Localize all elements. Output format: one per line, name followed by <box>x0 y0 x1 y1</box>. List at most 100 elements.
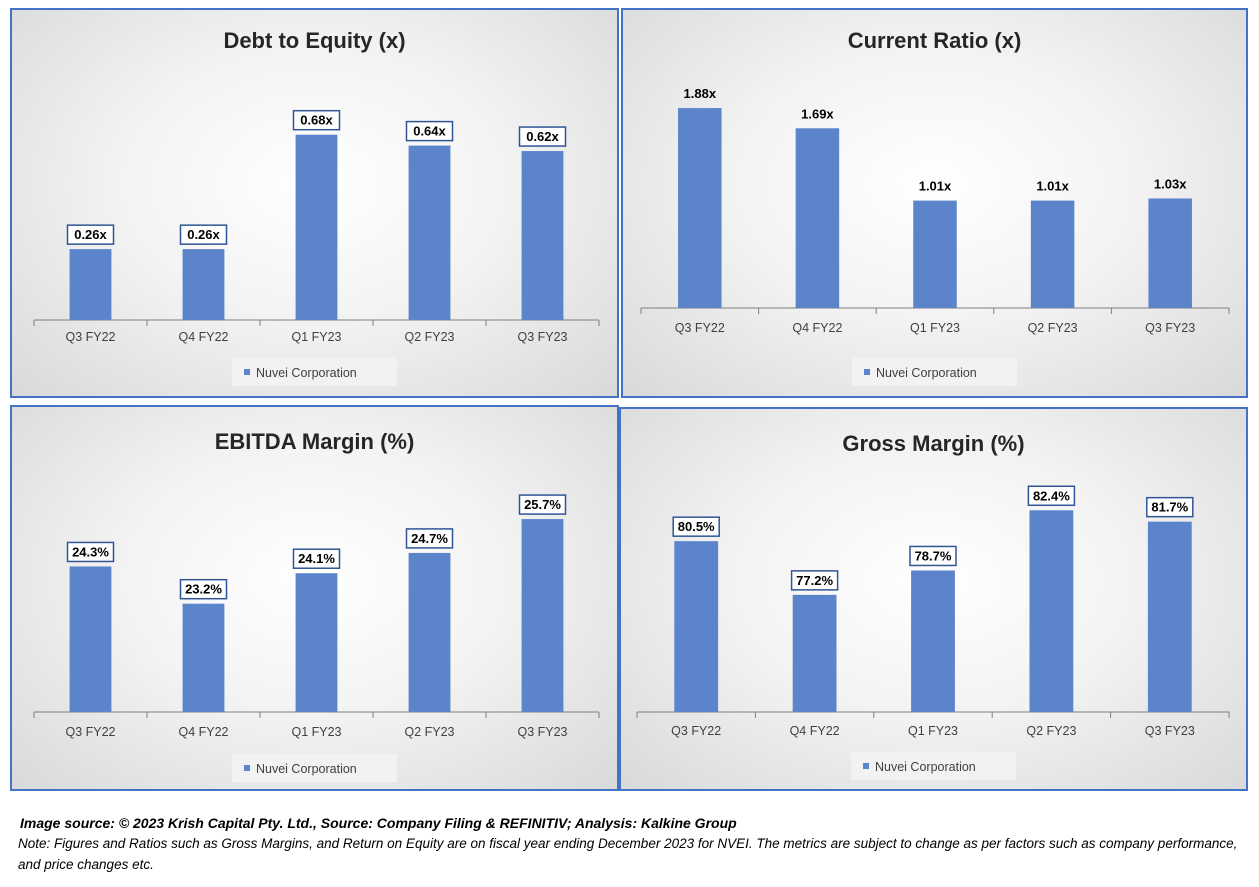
chart-title: EBITDA Margin (%) <box>215 429 415 454</box>
legend-swatch <box>863 763 869 769</box>
data-label: 1.69x <box>801 106 834 121</box>
data-label: 0.62x <box>526 129 559 144</box>
x-tick-label: Q3 FY22 <box>671 724 721 738</box>
bar-q4-fy22 <box>182 603 225 712</box>
data-label-box <box>405 120 454 142</box>
bar-q3-fy23 <box>1148 198 1192 308</box>
x-tick-label: Q3 FY23 <box>1145 724 1195 738</box>
data-label: 25.7% <box>524 497 561 512</box>
debt-to-equity-chart-panel: Debt to Equity (x) 0.26x Q3 FY22 0.26x Q4 FY… <box>10 8 619 398</box>
x-tick-label: Q3 FY23 <box>517 725 567 739</box>
x-tick-label: Q2 FY23 <box>404 330 454 344</box>
bar-q4-fy22 <box>795 128 840 308</box>
x-tick-label: Q2 FY23 <box>404 725 454 739</box>
x-tick-label: Q3 FY22 <box>65 330 115 344</box>
data-label-box <box>179 224 228 245</box>
data-label-box <box>66 541 115 563</box>
image-source-text: Image source: © 2023 Krish Capital Pty. … <box>20 815 737 831</box>
data-label-box <box>405 528 454 549</box>
legend <box>232 358 397 386</box>
x-tick-label: Q4 FY22 <box>790 724 840 738</box>
data-label: 1.01x <box>1036 179 1069 194</box>
footnote-text: Note: Figures and Ratios such as Gross M… <box>18 836 1238 872</box>
data-label-box <box>518 126 567 147</box>
legend <box>852 358 1017 386</box>
x-tick-label: Q1 FY23 <box>291 330 341 344</box>
bar-q2-fy23 <box>1029 510 1074 712</box>
bar-q3-fy22 <box>674 541 719 712</box>
bar-q1-fy23 <box>911 570 955 712</box>
legend-label: Nuvei Corporation <box>256 366 357 380</box>
chart-title: Debt to Equity (x) <box>223 28 405 53</box>
data-label-box <box>66 224 115 245</box>
bar-q3-fy22 <box>678 108 722 308</box>
gross-margin-chart-panel: Gross Margin (%) 80.5% Q3 FY22 77.2% Q4 FY22… <box>619 407 1248 791</box>
gross-margin-chart: Gross Margin (%) 80.5% Q3 FY22 77.2% Q4 FY22… <box>636 431 1230 780</box>
x-tick-label: Q2 FY23 <box>1026 724 1076 738</box>
x-tick-label: Q3 FY22 <box>675 321 725 335</box>
data-label: 80.5% <box>678 519 715 534</box>
data-label: 0.64x <box>413 124 446 139</box>
data-label: 0.26x <box>74 227 107 242</box>
data-label-box <box>179 578 228 600</box>
x-tick-label: Q3 FY23 <box>1145 321 1195 335</box>
data-label: 0.26x <box>187 227 220 242</box>
data-label-box <box>292 109 341 131</box>
chart-title: Gross Margin (%) <box>842 431 1024 456</box>
x-tick-label: Q4 FY22 <box>178 725 228 739</box>
x-tick-label: Q2 FY23 <box>1028 321 1078 335</box>
legend-swatch <box>244 765 250 771</box>
footer: Image source: © 2023 Krish Capital Pty. … <box>18 813 1248 875</box>
x-tick-label: Q4 FY22 <box>792 321 842 335</box>
bar-q1-fy23 <box>295 134 338 320</box>
bar-q3-fy22 <box>69 249 112 320</box>
bar-q2-fy23 <box>408 145 451 320</box>
data-label: 81.7% <box>1151 500 1188 515</box>
bar-q2-fy23 <box>408 552 451 712</box>
bar-q3-fy23 <box>1147 521 1192 712</box>
data-label: 24.1% <box>298 551 335 566</box>
legend-label: Nuvei Corporation <box>876 366 977 380</box>
data-label-box <box>292 548 341 569</box>
data-label: 23.2% <box>185 582 222 597</box>
legend <box>851 752 1016 780</box>
data-label-box <box>790 570 839 591</box>
x-tick-label: Q1 FY23 <box>291 725 341 739</box>
chart-title: Current Ratio (x) <box>848 28 1022 53</box>
data-label: 24.3% <box>72 544 109 559</box>
data-label: 1.03x <box>1154 176 1187 191</box>
data-label: 24.7% <box>411 531 448 546</box>
data-label-box <box>1146 496 1194 518</box>
data-label-box <box>672 516 720 537</box>
data-label-box <box>909 545 957 567</box>
data-label: 82.4% <box>1033 488 1070 503</box>
bar-q2-fy23 <box>1030 200 1075 308</box>
data-label: 78.7% <box>915 548 952 563</box>
bar-q3-fy22 <box>69 566 112 712</box>
x-tick-label: Q3 FY22 <box>65 725 115 739</box>
data-label: 1.88x <box>684 86 717 101</box>
bar-q1-fy23 <box>295 573 338 712</box>
bar-q3-fy23 <box>521 151 564 320</box>
current-ratio-chart: Current Ratio (x) 1.88x Q3 FY22 1.69x Q4 FY2… <box>640 28 1230 386</box>
data-label: 1.01x <box>919 179 952 194</box>
data-label: 0.68x <box>300 113 333 128</box>
bar-q4-fy22 <box>792 594 837 712</box>
data-label-box <box>1027 485 1076 507</box>
x-tick-label: Q1 FY23 <box>908 724 958 738</box>
x-tick-label: Q4 FY22 <box>178 330 228 344</box>
data-label-box <box>518 494 567 515</box>
data-label: 77.2% <box>796 573 833 588</box>
debt-to-equity-chart: Debt to Equity (x) 0.26x Q3 FY22 0.26x Q4 FY… <box>33 28 600 386</box>
current-ratio-chart-panel: Current Ratio (x) 1.88x Q3 FY22 1.69x Q4 FY2… <box>621 8 1248 398</box>
x-tick-label: Q1 FY23 <box>910 321 960 335</box>
legend-label: Nuvei Corporation <box>256 762 357 776</box>
legend-swatch <box>864 369 870 375</box>
ebitda-margin-chart-panel: EBITDA Margin (%) 24.3% Q3 FY22 23.2% Q4 FY2… <box>10 405 619 791</box>
bar-q1-fy23 <box>913 200 957 308</box>
ebitda-margin-chart: EBITDA Margin (%) 24.3% Q3 FY22 23.2% Q4 FY2… <box>33 429 600 782</box>
bar-q4-fy22 <box>182 249 225 320</box>
x-tick-label: Q3 FY23 <box>517 330 567 344</box>
legend-label: Nuvei Corporation <box>875 760 976 774</box>
legend-swatch <box>244 369 250 375</box>
